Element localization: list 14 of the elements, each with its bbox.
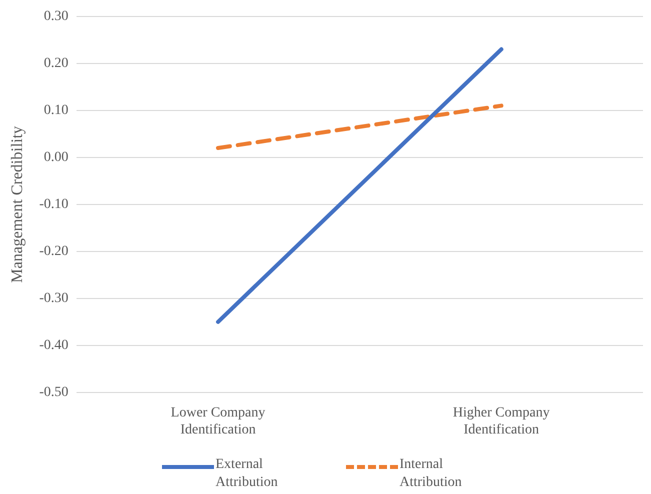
y-tick-label: 0.30	[44, 9, 68, 24]
legend-label: External Attribution	[216, 456, 279, 492]
x-tick-label: Higher Company Identification	[452, 405, 550, 438]
y-tick-label: -0.50	[39, 385, 68, 400]
y-tick-label: 0.00	[44, 150, 68, 166]
y-tick-label: -0.10	[39, 197, 68, 212]
y-tick-label: -0.30	[39, 291, 68, 306]
y-tick-label: 0.20	[44, 56, 68, 72]
y-axis-title: Management Credibility	[8, 126, 26, 283]
y-tick-label: 0.10	[44, 103, 68, 118]
y-tick-label: -0.40	[39, 338, 68, 354]
y-tick-label: -0.20	[39, 244, 68, 260]
x-tick-label: Lower Company Identification	[170, 405, 266, 438]
legend-label: Internal Attribution	[400, 456, 463, 492]
